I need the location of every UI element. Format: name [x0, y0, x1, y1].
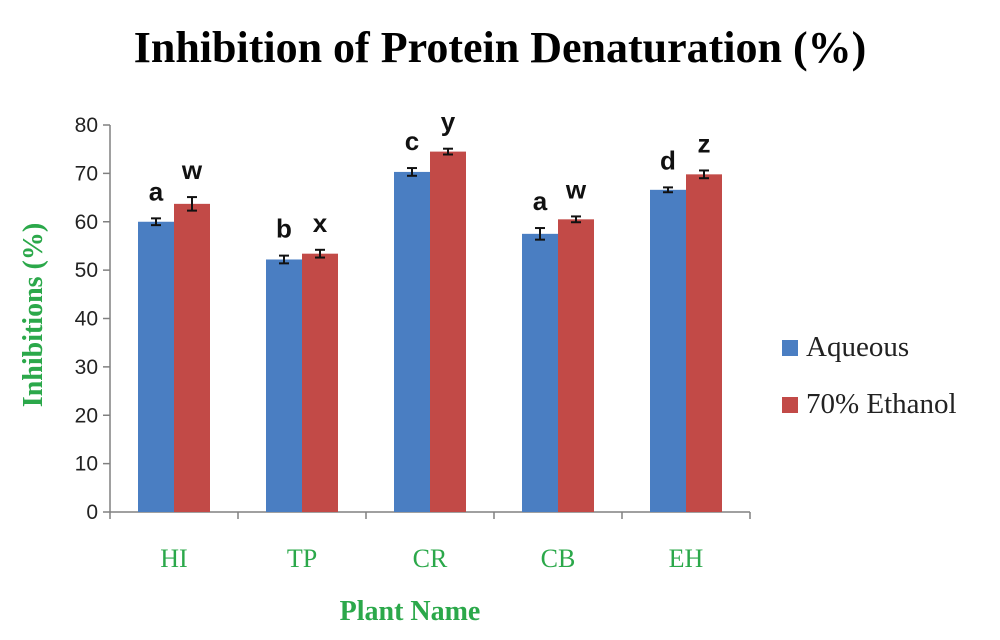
chart-title: Inhibition of Protein Denaturation (%): [134, 23, 867, 72]
bar: [522, 233, 558, 512]
y-tick-label: 80: [75, 114, 98, 137]
y-tick-label: 60: [75, 211, 98, 234]
significance-label: a: [533, 186, 548, 216]
y-tick-label: 40: [75, 308, 98, 331]
significance-label: b: [276, 214, 292, 244]
x-tick-label: HI: [160, 544, 187, 573]
x-tick-label: CB: [541, 544, 576, 573]
bar: [394, 171, 430, 512]
y-tick-label: 20: [75, 404, 98, 427]
significance-label: z: [698, 128, 711, 158]
bar: [174, 203, 210, 512]
x-tick-label: TP: [287, 544, 317, 573]
bar: [650, 189, 686, 512]
significance-label: c: [405, 126, 419, 156]
bar: [430, 151, 466, 512]
y-tick-label: 0: [86, 501, 98, 524]
y-tick-label: 30: [75, 356, 98, 379]
bar: [266, 259, 302, 512]
x-tick-label: CR: [413, 544, 448, 573]
significance-label: y: [441, 107, 456, 137]
significance-label: x: [313, 208, 328, 238]
y-tick-label: 70: [75, 162, 98, 185]
legend-swatch: [782, 397, 798, 413]
legend-swatch: [782, 340, 798, 356]
legend-label: Aqueous: [806, 331, 909, 363]
bar: [302, 253, 338, 513]
x-tick-label: EH: [669, 544, 704, 573]
y-tick-label: 50: [75, 259, 98, 282]
x-axis-title: Plant Name: [340, 596, 481, 627]
legend-label: 70% Ethanol: [806, 388, 957, 420]
y-axis: 0 10 20 30 40 50 60 70 80: [75, 114, 111, 524]
y-axis-title: Inhibitions (%): [18, 223, 49, 407]
y-tick-label: 10: [75, 453, 98, 476]
bar: [558, 219, 594, 513]
x-axis: HI TP CR CB EH: [109, 511, 751, 573]
significance-label: w: [181, 155, 203, 185]
significance-label: a: [149, 176, 164, 206]
significance-label: w: [565, 174, 587, 204]
bar: [138, 221, 174, 512]
legend: Aqueous 70% Ethanol: [782, 331, 957, 420]
significance-label: d: [660, 145, 676, 175]
bar: [686, 174, 722, 512]
